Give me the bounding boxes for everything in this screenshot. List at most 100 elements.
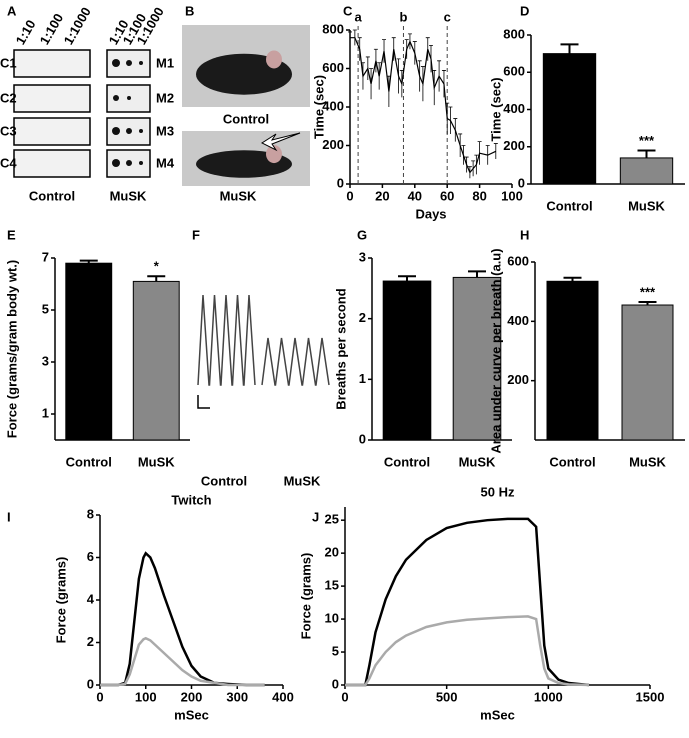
y-tick-label: 400 bbox=[507, 313, 529, 328]
x-axis-label: mSec bbox=[480, 707, 515, 722]
y-tick-label: 2 bbox=[87, 634, 94, 649]
x-tick-label: MuSK bbox=[138, 454, 175, 469]
error-bar bbox=[637, 149, 656, 158]
error-bar bbox=[445, 102, 450, 134]
group-label: MuSK bbox=[284, 473, 321, 488]
blot-dot bbox=[127, 96, 131, 100]
reference-label: a bbox=[354, 9, 362, 24]
error-bar bbox=[429, 45, 433, 73]
panel-letter: H bbox=[520, 227, 529, 242]
error-bar bbox=[458, 133, 463, 158]
bar bbox=[382, 280, 432, 441]
error-bar bbox=[468, 270, 486, 278]
error-bar bbox=[474, 154, 479, 175]
error-bar bbox=[369, 68, 374, 100]
x-tick-label: Control bbox=[546, 198, 592, 213]
error-bar bbox=[420, 66, 425, 102]
y-tick-label: 600 bbox=[503, 64, 525, 79]
error-bar bbox=[79, 259, 98, 264]
error-bar bbox=[404, 39, 409, 59]
y-tick-label: 5 bbox=[42, 301, 49, 316]
x-axis-label: mSec bbox=[174, 707, 209, 722]
y-tick-label: 1 bbox=[42, 405, 49, 420]
error-bar bbox=[464, 156, 469, 173]
x-tick-label: 500 bbox=[436, 689, 458, 704]
x-tick-label: 0 bbox=[346, 188, 353, 203]
group-label: Control bbox=[29, 188, 75, 203]
y-axis-label: Force (grams/gram body wt.) bbox=[4, 260, 19, 438]
x-tick-label: 40 bbox=[408, 188, 422, 203]
error-bar bbox=[485, 145, 490, 165]
panel-letter: E bbox=[7, 227, 16, 242]
bar bbox=[132, 280, 180, 441]
panel-letter: B bbox=[185, 3, 194, 18]
y-tick-label: 4 bbox=[87, 591, 95, 606]
y-tick-label: 3 bbox=[42, 353, 49, 368]
y-tick-label: 600 bbox=[322, 60, 344, 75]
photo-label: MuSK bbox=[220, 188, 257, 203]
reference-label: c bbox=[444, 9, 451, 24]
chart-title: Twitch bbox=[171, 492, 211, 507]
x-tick-label: 0 bbox=[341, 689, 348, 704]
y-axis-label: Force (grams) bbox=[53, 557, 68, 644]
error-bar bbox=[432, 70, 437, 106]
error-bar bbox=[399, 70, 404, 98]
y-tick-label: 2 bbox=[359, 310, 366, 325]
significance: * bbox=[154, 259, 160, 274]
error-bar bbox=[357, 37, 362, 61]
y-tick-label: 10 bbox=[325, 611, 339, 626]
x-tick-label: 100 bbox=[501, 188, 523, 203]
y-tick-label: 800 bbox=[322, 21, 344, 36]
blot-dot bbox=[126, 160, 132, 166]
error-bar bbox=[477, 141, 482, 165]
blot-strip bbox=[13, 117, 91, 146]
y-tick-label: 0 bbox=[332, 676, 339, 691]
arrow bbox=[260, 132, 301, 152]
x-tick-label: 0 bbox=[96, 689, 103, 704]
error-bar bbox=[398, 275, 416, 282]
group-label: MuSK bbox=[110, 188, 147, 203]
x-tick-label: MuSK bbox=[628, 198, 665, 213]
row-label: C2 bbox=[0, 90, 17, 105]
error-bar bbox=[461, 145, 466, 165]
y-tick-label: 8 bbox=[87, 506, 94, 521]
panel-letter: G bbox=[357, 227, 367, 242]
y-axis-label: Area under curve per breath (a.u) bbox=[488, 248, 503, 453]
error-bar bbox=[365, 56, 370, 81]
blot-strip bbox=[13, 49, 91, 78]
row-label: C1 bbox=[0, 55, 17, 70]
y-tick-label: 20 bbox=[325, 545, 339, 560]
error-bar bbox=[437, 60, 442, 92]
error-bar bbox=[396, 58, 401, 94]
panel-letter: F bbox=[192, 227, 200, 242]
panel-letter: J bbox=[312, 509, 319, 524]
blot-dot bbox=[139, 161, 143, 165]
trace bbox=[261, 337, 330, 386]
blot-dot bbox=[126, 128, 132, 134]
y-tick-label: 3 bbox=[359, 249, 366, 264]
error-bar bbox=[448, 106, 453, 134]
x-tick-label: 200 bbox=[181, 689, 203, 704]
error-bar bbox=[360, 62, 365, 90]
x-tick-label: Control bbox=[549, 454, 595, 469]
x-tick-label: 400 bbox=[272, 689, 294, 704]
y-tick-label: 600 bbox=[507, 253, 529, 268]
error-bar bbox=[563, 276, 582, 282]
y-tick-label: 1 bbox=[359, 371, 366, 386]
y-tick-label: 800 bbox=[503, 26, 525, 41]
error-bar bbox=[147, 275, 166, 282]
y-tick-label: 400 bbox=[322, 98, 344, 113]
error-bar bbox=[425, 37, 430, 61]
x-tick-label: Control bbox=[384, 454, 430, 469]
blot-dot bbox=[112, 159, 120, 167]
data-line bbox=[345, 517, 590, 687]
y-tick-label: 400 bbox=[503, 101, 525, 116]
blot-strip bbox=[13, 149, 91, 178]
group-label: Control bbox=[201, 473, 247, 488]
row-label: M1 bbox=[156, 55, 174, 70]
x-tick-label: 80 bbox=[472, 188, 486, 203]
y-axis-label: Force (grams) bbox=[298, 553, 313, 640]
data-line bbox=[345, 615, 590, 687]
x-tick-label: 100 bbox=[135, 689, 157, 704]
y-tick-label: 6 bbox=[87, 549, 94, 564]
